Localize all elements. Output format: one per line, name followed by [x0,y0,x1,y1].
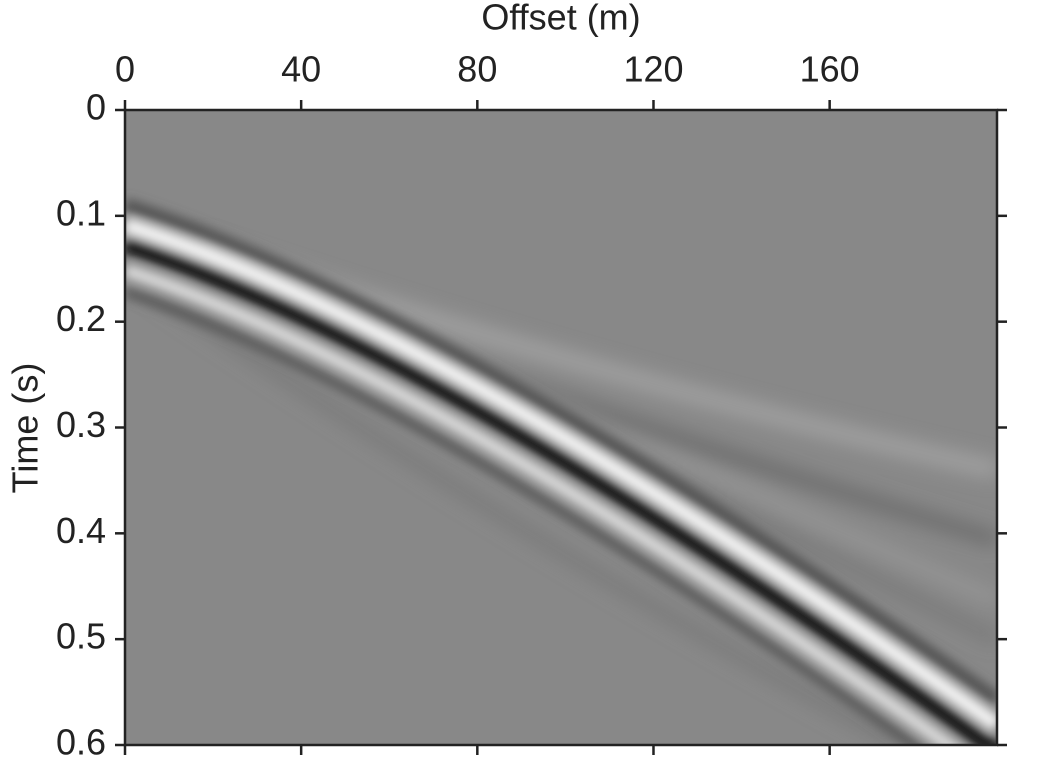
y-axis-label: Time (s) [5,363,46,494]
y-tick-label: 0.5 [56,616,106,657]
x-tick-label: 0 [115,49,135,90]
y-tick-label: 0.1 [56,192,106,233]
y-tick-label: 0.4 [56,510,106,551]
x-tick-label: 40 [281,49,321,90]
seismic-image [125,110,997,745]
y-tick-label: 0.6 [56,722,106,763]
x-tick-label: 160 [800,49,860,90]
y-tick-label: 0.2 [56,298,106,339]
x-tick-label: 80 [457,49,497,90]
y-tick-label: 0 [86,87,106,128]
x-tick-label: 120 [623,49,683,90]
x-axis-label: Offset (m) [481,0,640,38]
y-tick-label: 0.3 [56,404,106,445]
